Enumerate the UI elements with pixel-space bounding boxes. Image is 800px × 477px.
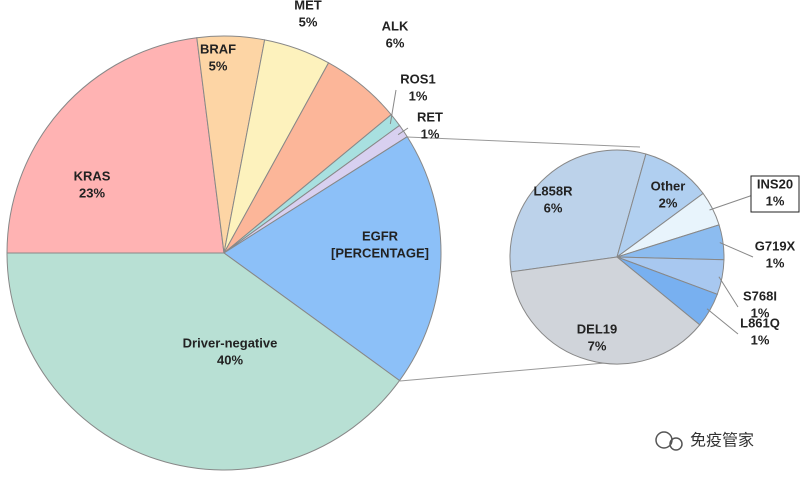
value-label: 5% [299, 14, 318, 29]
slice-label: ROS1 [400, 71, 435, 86]
leader-line [718, 276, 739, 308]
slice-label: ALK [382, 18, 409, 33]
value-label: 1% [409, 88, 428, 103]
slice-label: KRAS [74, 168, 111, 183]
slice-label: Other [651, 178, 686, 193]
connector-line [406, 136, 641, 148]
slice-label: INS20 [757, 176, 793, 191]
value-label: 40% [217, 352, 243, 367]
value-label: 1% [766, 193, 785, 208]
value-label: 23% [79, 185, 105, 200]
label-box [750, 175, 800, 213]
slice-label: RET [417, 109, 443, 124]
connector-line [399, 362, 606, 382]
pie-slice [6, 37, 225, 254]
leader-line [397, 127, 409, 136]
pie-slice [510, 256, 701, 365]
watermark-icon [669, 437, 683, 451]
pie-slice [223, 136, 442, 382]
value-label: 1% [751, 332, 770, 347]
value-label: [PERCENTAGE] [331, 245, 429, 260]
value-label: 6% [386, 35, 405, 50]
leader-line [706, 308, 739, 335]
leader-line [389, 89, 397, 125]
leader-line [719, 242, 754, 258]
slice-label: Driver-negative [183, 335, 278, 350]
slice-label: EGFR [362, 228, 399, 243]
slice-label: MET [294, 0, 322, 12]
leader-line [709, 194, 754, 211]
value-label: 2% [659, 195, 678, 210]
value-label: 1% [421, 126, 440, 141]
pie-slice [6, 252, 401, 471]
slice-label: DEL19 [577, 321, 617, 336]
slice-label: L858R [533, 183, 573, 198]
value-label: 1% [766, 255, 785, 270]
slice-label: G719X [755, 238, 796, 253]
pie-slice [616, 153, 704, 259]
pie-slice [509, 149, 647, 273]
value-label: 1% [751, 305, 770, 320]
value-label: 6% [544, 200, 563, 215]
watermark: 免疫管家 [655, 431, 754, 451]
slice-label: S768I [743, 288, 777, 303]
watermark-text: 免疫管家 [690, 431, 754, 450]
slice-label: BRAF [200, 41, 236, 56]
slice-label: L861Q [740, 315, 780, 330]
value-label: 5% [209, 58, 228, 73]
value-label: 7% [588, 338, 607, 353]
